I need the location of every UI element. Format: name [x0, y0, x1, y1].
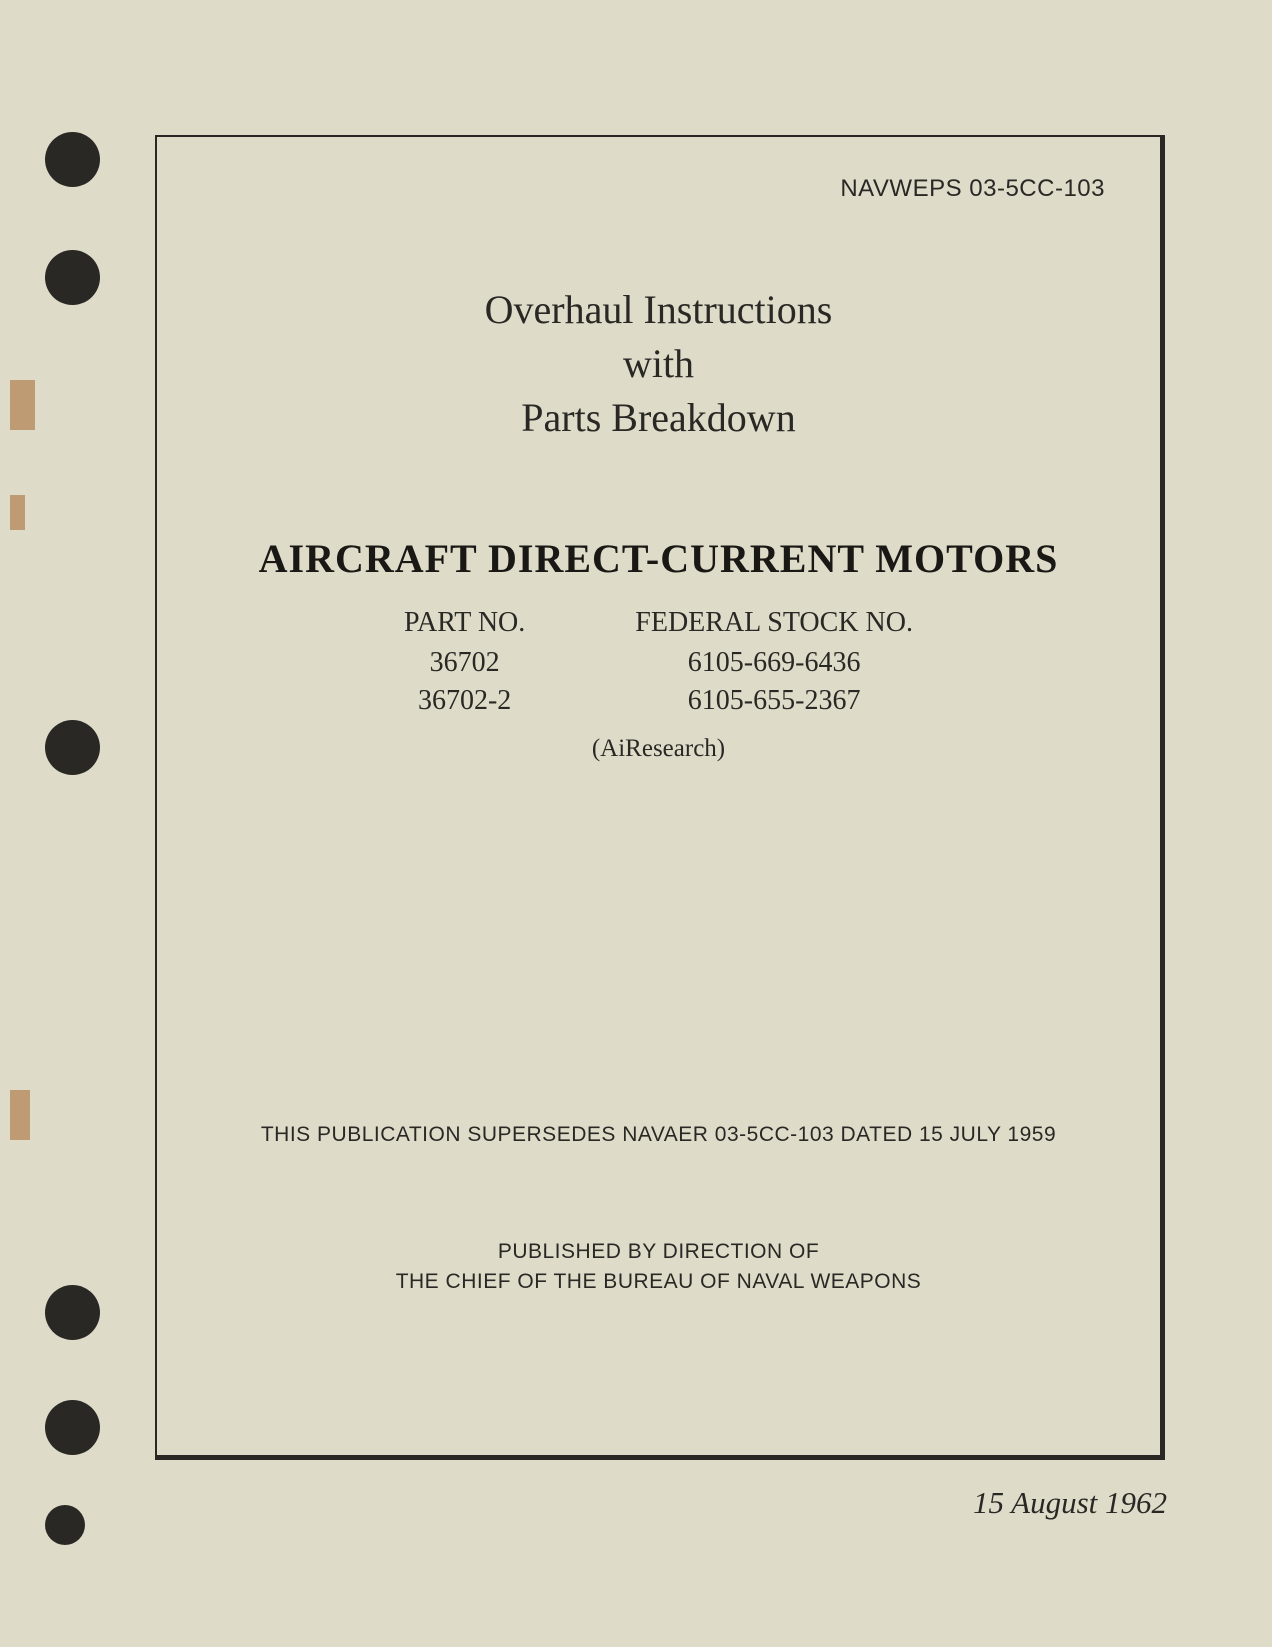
publisher: PUBLISHED BY DIRECTION OF THE CHIEF OF T…	[212, 1237, 1105, 1298]
main-title: Overhaul Instructions with Parts Breakdo…	[212, 283, 1105, 445]
punch-hole	[45, 132, 100, 187]
stock-number-header: FEDERAL STOCK NO.	[635, 607, 913, 639]
page-blemish	[10, 380, 35, 430]
punch-hole	[45, 720, 100, 775]
document-id: NAVWEPS 03-5CC-103	[212, 175, 1105, 203]
supersedes-notice: THIS PUBLICATION SUPERSEDES NAVAER 03-5C…	[212, 1123, 1105, 1147]
punch-hole	[45, 1400, 100, 1455]
subject-title: AIRCRAFT DIRECT-CURRENT MOTORS	[212, 535, 1105, 582]
parts-table: PART NO. 36702 36702-2 FEDERAL STOCK NO.…	[212, 607, 1105, 720]
stock-number-column: FEDERAL STOCK NO. 6105-669-6436 6105-655…	[635, 607, 913, 720]
part-number-header: PART NO.	[404, 607, 525, 639]
title-line: Overhaul Instructions	[485, 287, 833, 332]
publisher-line: PUBLISHED BY DIRECTION OF	[498, 1240, 819, 1263]
manufacturer: (AiResearch)	[212, 735, 1105, 763]
stock-number-value: 6105-669-6436	[635, 644, 913, 682]
page-blemish	[10, 1090, 30, 1140]
part-number-value: 36702-2	[404, 682, 525, 720]
title-line: Parts Breakdown	[521, 395, 795, 440]
punch-hole	[45, 1285, 100, 1340]
punch-hole	[45, 250, 100, 305]
publisher-line: THE CHIEF OF THE BUREAU OF NAVAL WEAPONS	[396, 1270, 922, 1293]
part-number-column: PART NO. 36702 36702-2	[404, 607, 525, 720]
punch-hole	[45, 1505, 85, 1545]
stock-number-value: 6105-655-2367	[635, 682, 913, 720]
title-line: with	[623, 341, 694, 386]
document-frame: NAVWEPS 03-5CC-103 Overhaul Instructions…	[155, 135, 1165, 1460]
document-page: NAVWEPS 03-5CC-103 Overhaul Instructions…	[0, 0, 1272, 1647]
page-blemish	[10, 495, 25, 530]
part-number-value: 36702	[404, 644, 525, 682]
publication-date: 15 August 1962	[973, 1485, 1167, 1521]
